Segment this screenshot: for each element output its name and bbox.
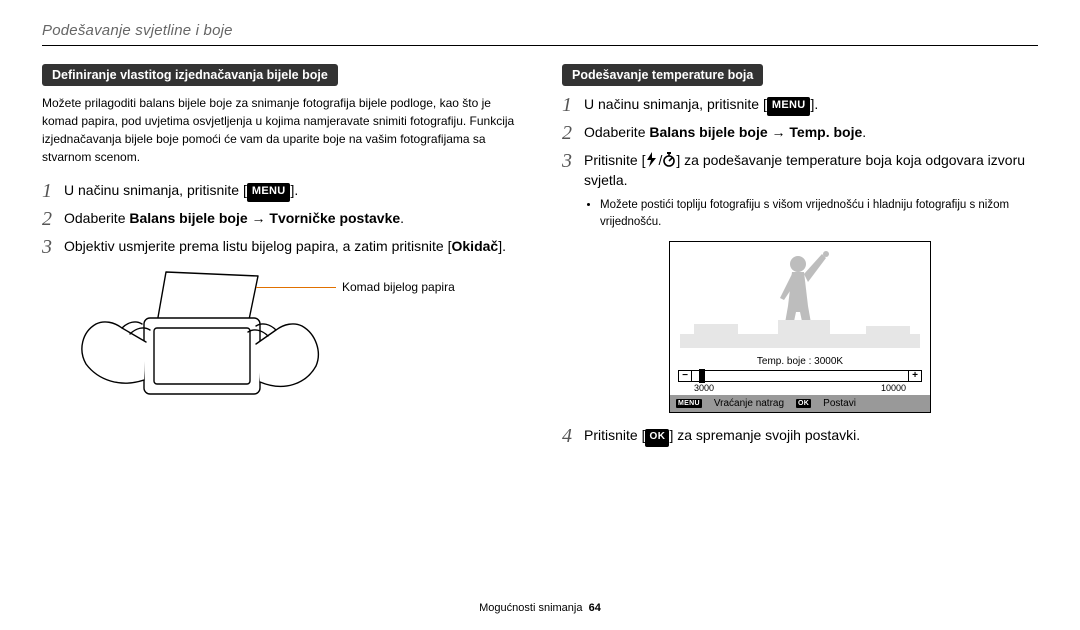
screen-figure: [670, 242, 930, 352]
menu-button-icon: MENU: [247, 183, 291, 202]
menu-button-icon: MENU: [767, 97, 811, 116]
step-number: 4: [562, 425, 584, 447]
two-column-layout: Definiranje vlastitog izjednačavanja bij…: [42, 64, 1038, 453]
step-number: 2: [42, 208, 64, 230]
screen-slider-area: Temp. boje : 3000K − + 3000 10000: [670, 352, 930, 395]
left-step3: Objektiv usmjerite prema listu bijelog p…: [64, 236, 506, 256]
ok-button-icon: OK: [645, 429, 669, 447]
right-step4: Pritisnite [OK] za spremanje svojih post…: [584, 425, 860, 447]
right-section-label: Podešavanje temperature boja: [562, 64, 763, 86]
page-footer: Mogućnosti snimanja 64: [0, 602, 1080, 614]
left-intro: Možete prilagoditi balans bijele boje za…: [42, 94, 518, 166]
callout-line: [256, 287, 336, 288]
note-bullet: Možete postići topliju fotografiju s viš…: [600, 197, 1038, 232]
callout-text: Komad bijelog papira: [342, 280, 455, 294]
slider-minus-icon[interactable]: −: [678, 370, 692, 382]
illustration-hands-camera: Komad bijelog papira: [68, 270, 428, 410]
slider-plus-icon[interactable]: +: [908, 370, 922, 382]
step-number: 3: [42, 236, 64, 258]
slider-handle[interactable]: [699, 369, 705, 383]
slider-scale: 3000 10000: [678, 382, 922, 393]
left-step1: U načinu snimanja, pritisnite [MENU].: [64, 180, 298, 202]
right-bullets: Možete postići topliju fotografiju s viš…: [600, 197, 1038, 232]
camera-sketch-icon: [68, 270, 328, 410]
right-steps-2: 4 Pritisnite [OK] za spremanje svojih po…: [562, 425, 1038, 447]
flash-icon: [645, 152, 658, 167]
timer-icon: [662, 152, 676, 167]
left-section-label: Definiranje vlastitog izjednačavanja bij…: [42, 64, 338, 86]
left-column: Definiranje vlastitog izjednačavanja bij…: [42, 64, 518, 453]
right-step3: Pritisnite [/] za podešavanje temperatur…: [584, 150, 1038, 191]
footer-back-label: Vraćanje natrag: [714, 398, 784, 409]
step-number: 1: [562, 94, 584, 116]
right-steps: 1 U načinu snimanja, pritisnite [MENU]. …: [562, 94, 1038, 191]
step-number: 3: [562, 150, 584, 172]
page-header: Podešavanje svjetline i boje: [42, 22, 1038, 39]
mini-menu-icon: MENU: [676, 399, 702, 408]
header-rule: [42, 45, 1038, 46]
right-column: Podešavanje temperature boja 1 U načinu …: [562, 64, 1038, 453]
mini-ok-icon: OK: [796, 399, 811, 408]
left-step2: Odaberite Balans bijele boje → Tvorničke…: [64, 208, 404, 228]
footer-set-label: Postavi: [823, 398, 856, 409]
temp-label: Temp. boje : 3000K: [678, 356, 922, 367]
step-number: 1: [42, 180, 64, 202]
camera-screen-mock: Temp. boje : 3000K − + 3000 10000 MENU: [669, 241, 931, 413]
left-steps: 1 U načinu snimanja, pritisnite [MENU]. …: [42, 180, 518, 258]
screen-footer: MENU Vraćanje natrag OK Postavi: [670, 395, 930, 412]
step-number: 2: [562, 122, 584, 144]
temp-slider[interactable]: − +: [678, 370, 922, 382]
right-step2: Odaberite Balans bijele boje → Temp. boj…: [584, 122, 866, 142]
right-step1: U načinu snimanja, pritisnite [MENU].: [584, 94, 818, 116]
